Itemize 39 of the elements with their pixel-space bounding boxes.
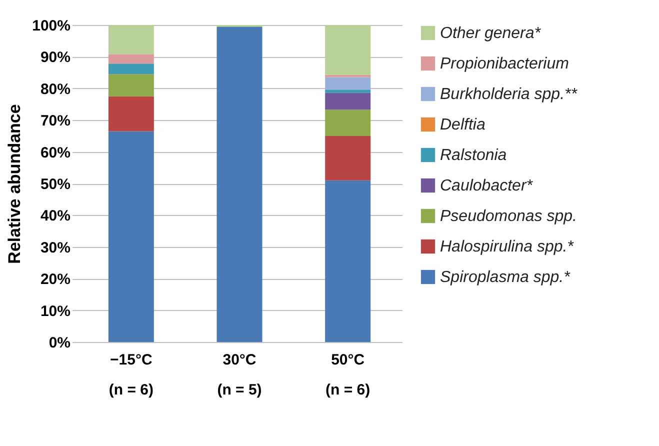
y-tick-label: 60%	[40, 144, 70, 162]
legend-label: Ralstonia	[440, 147, 507, 164]
legend-label: Propionibacterium	[440, 56, 569, 72]
bar	[108, 54, 154, 64]
y-tick-label: 70%	[40, 112, 70, 130]
x-tick-label: 30°C (n = 5)	[217, 352, 262, 398]
x-tick-label: 50°C (n = 6)	[326, 352, 370, 398]
legend-label: Burkholderia spp.**	[440, 86, 578, 103]
bar	[325, 180, 371, 342]
bar	[108, 74, 154, 96]
bar	[108, 96, 154, 132]
bar	[325, 74, 371, 78]
y-axis-title: Relative abundance	[5, 104, 24, 264]
bar	[325, 92, 371, 110]
bar	[216, 26, 262, 342]
bar	[325, 77, 371, 90]
y-tick-label: 30%	[40, 239, 70, 256]
legend-label: Halospirulina spp.*	[440, 238, 574, 256]
legend-label: Other genera*	[440, 25, 542, 42]
x-tick-label: −15°C (n = 6)	[108, 352, 154, 398]
bar	[108, 64, 154, 74]
y-tick-label: 10%	[40, 302, 70, 320]
bar	[325, 90, 371, 93]
y-tick-label: 50%	[40, 176, 70, 193]
legend-label: Delftia	[440, 116, 486, 134]
y-tick-label: 90%	[40, 49, 70, 66]
legend-label: Pseudomonas spp.	[440, 208, 577, 225]
bar	[325, 136, 371, 180]
legend-label: Caulobacter*	[440, 178, 534, 194]
y-tick-label: 40%	[40, 208, 70, 225]
y-tick-label: 0%	[48, 334, 70, 352]
legend-label: Spiroplasma spp.*	[440, 269, 571, 286]
y-tick-label: 80%	[40, 80, 70, 98]
bar	[108, 131, 154, 342]
bar	[108, 25, 154, 54]
y-tick-label: 100%	[32, 18, 70, 34]
bar	[325, 25, 371, 75]
y-tick-label: 20%	[40, 271, 70, 288]
bar	[325, 110, 371, 136]
